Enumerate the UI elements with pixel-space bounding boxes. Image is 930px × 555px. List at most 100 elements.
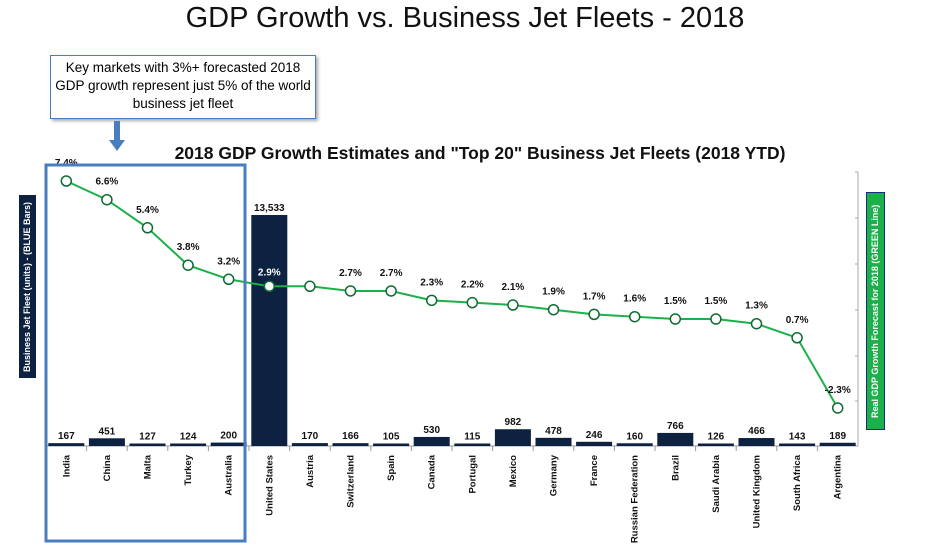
x-tick-label: United Kingdom	[752, 455, 763, 528]
bar-value-label: 143	[789, 432, 806, 443]
bar-brazil	[657, 432, 694, 446]
gdp-marker	[831, 402, 844, 414]
bar-value-label: 170	[302, 431, 319, 442]
x-tick-label: Russian Federation	[630, 455, 641, 543]
bar-mexico	[494, 429, 531, 446]
gdp-marker	[669, 313, 682, 325]
bar-value-label: 127	[139, 432, 156, 443]
x-tick-label: Portugal	[467, 455, 478, 494]
gdp-line	[65, 180, 839, 409]
x-tick-label: Saudi Arabia	[711, 454, 722, 512]
bar-argentina	[819, 442, 856, 446]
x-tick-label: United States	[264, 455, 275, 516]
gdp-marker	[222, 273, 235, 286]
bar-value-label: 982	[505, 417, 522, 428]
bar-value-label: 451	[99, 426, 116, 437]
bar-india	[48, 443, 85, 446]
bar-value-label: 13,533	[254, 203, 285, 214]
bar-value-label: 246	[586, 430, 603, 441]
gdp-marker	[425, 294, 438, 307]
bar-value-label: 200	[220, 431, 237, 442]
gdp-marker	[182, 259, 194, 271]
bar-value-label: 466	[748, 426, 765, 437]
x-tick-label: Germany	[549, 454, 560, 496]
bar-spain	[373, 443, 410, 446]
gdp-marker	[344, 285, 357, 297]
bar-united-kingdom	[738, 438, 775, 446]
bar-value-label: 189	[829, 431, 846, 442]
bar-value-label: 530	[423, 425, 440, 436]
gdp-marker	[304, 280, 316, 293]
gdp-marker	[750, 317, 763, 330]
gdp-value-label: 1.6%	[623, 294, 646, 305]
gdp-marker	[60, 175, 73, 187]
bar-united-states	[251, 215, 288, 446]
annotation-callout: Key markets with 3%+ forecasted 2018 GDP…	[50, 55, 316, 119]
bar-germany	[535, 437, 572, 446]
bar-saudi-arabia	[697, 443, 734, 446]
bar-value-label: 105	[383, 432, 400, 443]
x-tick-label: China	[102, 454, 113, 481]
gdp-value-label: 1.7%	[583, 291, 606, 302]
gdp-marker	[385, 285, 397, 297]
x-tick-label: India	[61, 454, 72, 477]
bar-china	[88, 438, 125, 446]
highlight-box	[44, 163, 247, 543]
gdp-value-label: 1.5%	[705, 296, 728, 307]
gdp-value-label: 3.2%	[217, 256, 240, 267]
x-tick-label: Australia	[224, 454, 235, 495]
bar-portugal	[454, 443, 491, 446]
x-tick-label: Turkey	[183, 454, 194, 485]
gdp-value-label: 1.3%	[745, 301, 768, 312]
bar-value-label: 167	[58, 431, 75, 442]
gdp-marker	[791, 332, 803, 344]
bar-value-label: 126	[708, 432, 725, 443]
bar-malta	[129, 443, 166, 446]
gdp-marker	[141, 222, 154, 234]
gdp-value-label: 0.7%	[786, 315, 809, 326]
gdp-marker	[588, 308, 600, 321]
callout-arrow-head	[109, 140, 125, 151]
x-tick-label: France	[589, 455, 600, 486]
x-tick-label: Mexico	[508, 455, 519, 487]
gdp-value-label: 1.5%	[664, 296, 687, 307]
gdp-value-label: 2.2%	[461, 280, 484, 291]
x-tick-label: Austria	[305, 454, 316, 487]
bar-value-label: 766	[667, 421, 684, 432]
gdp-value-label: 2.9%	[258, 267, 281, 278]
gdp-value-label: 1.9%	[542, 287, 565, 298]
x-tick-label: Canada	[427, 454, 438, 489]
bar-turkey	[170, 443, 207, 446]
gdp-value-label: 2.7%	[339, 268, 362, 279]
x-tick-label: Spain	[386, 455, 397, 481]
bar-value-label: 478	[545, 426, 562, 437]
x-tick-label: Switzerland	[346, 455, 357, 508]
gdp-value-label: 6.6%	[96, 177, 119, 188]
gdp-value-label: -2.3%	[825, 385, 851, 396]
gdp-marker	[263, 280, 276, 293]
bar-australia	[210, 442, 247, 446]
gdp-value-label: 2.3%	[420, 277, 443, 288]
callout-arrow-shaft	[114, 121, 120, 141]
bar-value-label: 124	[180, 432, 197, 443]
bar-south-africa	[779, 443, 816, 446]
gdp-marker	[710, 313, 722, 325]
chart-subtitle: 2018 GDP Growth Estimates and "Top 20" B…	[174, 143, 786, 163]
gdp-marker	[507, 299, 519, 311]
bar-value-label: 115	[464, 432, 481, 443]
x-tick-label: Brazil	[670, 455, 681, 481]
bar-russian-federation	[616, 443, 653, 446]
bar-france	[576, 441, 613, 446]
gdp-marker	[547, 303, 560, 316]
gdp-value-label: 3.8%	[177, 242, 200, 253]
bar-value-label: 166	[342, 431, 359, 442]
x-tick-label: South Africa	[792, 454, 803, 511]
gdp-value-label: 2.1%	[502, 282, 525, 293]
gdp-value-label: 2.7%	[380, 268, 403, 279]
x-tick-label: Argentina	[833, 454, 844, 499]
bar-canada	[413, 436, 450, 446]
gdp-marker	[101, 193, 113, 206]
bar-austria	[291, 443, 328, 446]
